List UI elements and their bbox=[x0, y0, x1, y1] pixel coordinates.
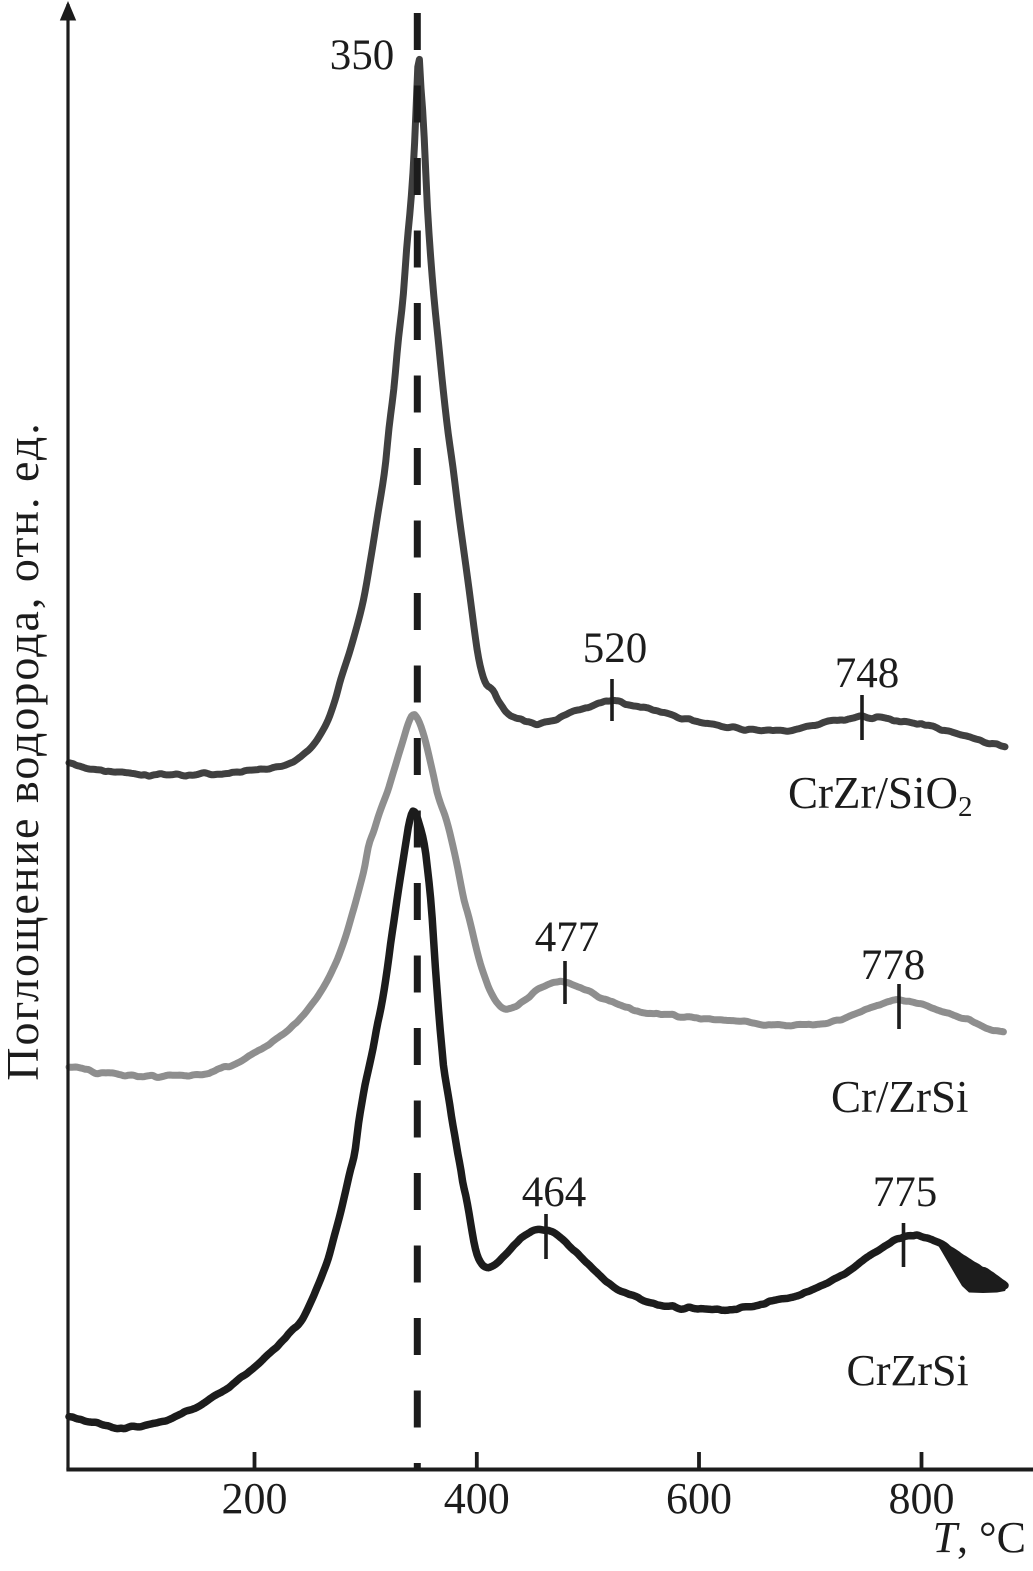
svg-text:Cr/ZrSi: Cr/ZrSi bbox=[831, 1072, 969, 1122]
svg-text:520: 520 bbox=[583, 625, 648, 672]
svg-text:T, °C: T, °C bbox=[933, 1513, 1026, 1562]
svg-text:600: 600 bbox=[666, 1474, 732, 1523]
svg-text:748: 748 bbox=[835, 650, 900, 697]
svg-text:200: 200 bbox=[222, 1474, 288, 1523]
svg-text:350: 350 bbox=[330, 32, 395, 79]
svg-text:778: 778 bbox=[861, 942, 926, 989]
svg-text:800: 800 bbox=[889, 1474, 955, 1523]
svg-text:775: 775 bbox=[873, 1169, 938, 1216]
svg-text:477: 477 bbox=[535, 914, 600, 961]
svg-text:CrZrSi: CrZrSi bbox=[847, 1346, 969, 1395]
svg-text:400: 400 bbox=[444, 1474, 510, 1523]
svg-text:464: 464 bbox=[522, 1169, 587, 1216]
svg-text:CrZr/SiO2: CrZr/SiO2 bbox=[788, 768, 973, 823]
svg-text:Поглощение водорода, отн. ед.: Поглощение водорода, отн. ед. bbox=[0, 421, 48, 1081]
